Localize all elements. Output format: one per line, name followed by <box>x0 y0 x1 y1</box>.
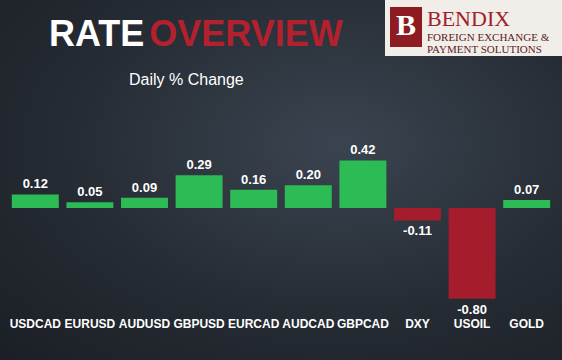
svg-text:EURUSD: EURUSD <box>65 317 116 331</box>
svg-text:0.29: 0.29 <box>186 157 211 172</box>
svg-text:GBPUSD: GBPUSD <box>173 317 225 331</box>
svg-text:0.16: 0.16 <box>241 172 266 187</box>
svg-text:0.05: 0.05 <box>77 184 102 199</box>
svg-text:B: B <box>396 8 416 41</box>
svg-text:OVERVIEW: OVERVIEW <box>149 13 342 54</box>
svg-text:GOLD: GOLD <box>509 317 544 331</box>
svg-text:GBPCAD: GBPCAD <box>337 317 389 331</box>
svg-text:FOREIGN EXCHANGE &: FOREIGN EXCHANGE & <box>427 31 550 43</box>
svg-text:AUDUSD: AUDUSD <box>119 317 171 331</box>
svg-text:Daily % Change: Daily % Change <box>129 71 244 88</box>
svg-text:-0.80: -0.80 <box>457 302 487 317</box>
svg-text:EURCAD: EURCAD <box>228 317 280 331</box>
svg-text:DXY: DXY <box>405 317 430 331</box>
svg-text:BENDIX: BENDIX <box>427 6 510 31</box>
svg-text:0.42: 0.42 <box>350 142 375 157</box>
svg-text:0.12: 0.12 <box>23 176 48 191</box>
svg-text:USDCAD: USDCAD <box>10 317 62 331</box>
svg-text:0.20: 0.20 <box>296 167 321 182</box>
svg-text:0.07: 0.07 <box>514 182 539 197</box>
svg-text:PAYMENT SOLUTIONS: PAYMENT SOLUTIONS <box>427 43 542 55</box>
svg-text:USOIL: USOIL <box>454 317 491 331</box>
svg-text:-0.11: -0.11 <box>403 223 432 238</box>
svg-text:0.09: 0.09 <box>132 180 157 195</box>
svg-text:AUDCAD: AUDCAD <box>282 317 334 331</box>
svg-text:RATE: RATE <box>49 13 144 54</box>
